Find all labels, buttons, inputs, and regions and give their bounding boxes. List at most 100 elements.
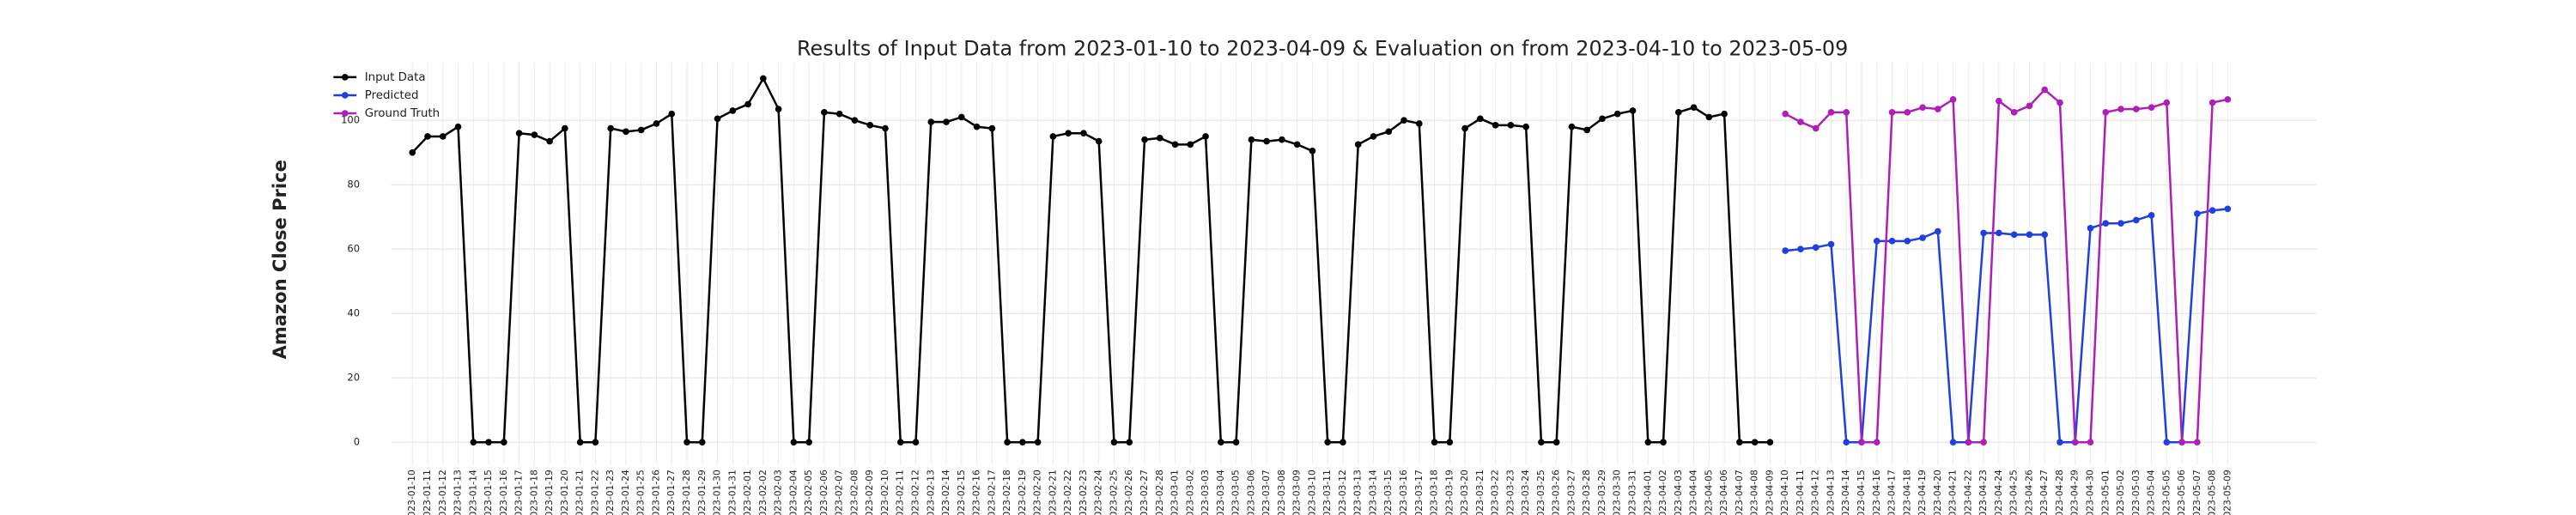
- data-point: [1156, 135, 1163, 142]
- x-tick-label: 2023-03-25: [1535, 470, 1546, 515]
- x-tick-label: 2023-02-09: [864, 470, 875, 515]
- data-point: [1996, 97, 2002, 105]
- data-point: [1996, 229, 2002, 237]
- x-tick-label: 2023-05-05: [2160, 470, 2172, 515]
- x-tick-label: 2023-04-08: [1749, 470, 1760, 515]
- x-tick-label: 2023-04-18: [1901, 470, 1912, 515]
- x-tick-label: 2023-04-27: [2038, 470, 2050, 515]
- y-tick-label: 80: [347, 179, 360, 191]
- data-point: [1949, 96, 1957, 103]
- legend-label: Predicted: [365, 89, 419, 102]
- data-point: [1232, 439, 1240, 446]
- data-point: [2026, 102, 2033, 110]
- x-tick-label: 2023-04-23: [1978, 470, 1989, 515]
- data-point: [1904, 109, 1911, 116]
- data-point: [2010, 109, 2018, 116]
- data-point: [1415, 120, 1423, 127]
- x-tick-label: 2023-04-28: [2054, 470, 2065, 515]
- data-point: [698, 439, 706, 446]
- y-tick-label: 100: [341, 114, 360, 126]
- data-point: [454, 123, 462, 130]
- x-tick-label: 2023-04-13: [1825, 470, 1836, 515]
- data-point: [2117, 220, 2124, 227]
- data-point: [912, 439, 920, 446]
- data-point: [775, 106, 782, 112]
- x-tick-label: 2023-03-27: [1565, 470, 1577, 515]
- data-point: [1919, 234, 1926, 241]
- x-tick-label: 2023-02-02: [757, 470, 769, 515]
- data-point: [1904, 238, 1911, 245]
- x-tick-label: 2023-04-21: [1947, 470, 1959, 515]
- data-point: [973, 123, 981, 130]
- x-tick-label: 2023-05-06: [2176, 470, 2187, 515]
- x-tick-label: 2023-03-18: [1429, 470, 1440, 515]
- x-tick-label: 2023-03-14: [1367, 470, 1378, 515]
- data-point: [1034, 439, 1042, 446]
- data-point: [515, 130, 523, 137]
- data-point: [1873, 439, 1880, 446]
- x-tick-label: 2023-02-11: [895, 470, 906, 515]
- data-point: [1812, 244, 1820, 251]
- x-tick-label: 2023-03-12: [1337, 470, 1348, 515]
- x-tick-label: 2023-04-01: [1642, 470, 1653, 515]
- x-tick-label: 2023-02-07: [834, 470, 845, 515]
- data-point: [882, 124, 889, 132]
- data-point: [439, 133, 447, 140]
- x-tick-label: 2023-03-28: [1581, 470, 1592, 515]
- data-point: [562, 124, 568, 132]
- data-point: [1293, 141, 1301, 148]
- data-point: [2224, 205, 2232, 213]
- data-point: [424, 133, 431, 140]
- x-tick-label: 2023-01-13: [453, 470, 464, 515]
- data-point: [500, 439, 507, 446]
- x-tick-label: 2023-04-20: [1932, 470, 1943, 515]
- x-tick-label: 2023-04-14: [1840, 470, 1851, 515]
- data-point: [1095, 137, 1103, 145]
- data-point: [2057, 439, 2063, 446]
- data-point: [2010, 231, 2018, 239]
- x-tick-label: 2023-03-09: [1291, 470, 1303, 515]
- x-tick-label: 2023-02-26: [1123, 470, 1134, 515]
- x-tick-label: 2023-03-04: [1215, 470, 1226, 515]
- x-tick-label: 2023-01-31: [726, 470, 738, 515]
- x-tick-label: 2023-01-11: [422, 470, 433, 515]
- x-tick-label: 2023-03-17: [1413, 470, 1425, 515]
- x-tick-label: 2023-01-15: [483, 470, 494, 515]
- x-tick-label: 2023-05-07: [2191, 470, 2202, 515]
- data-point: [2132, 216, 2140, 224]
- y-axis-label: Amazon Close Price: [269, 160, 290, 359]
- data-point: [1690, 104, 1698, 112]
- x-tick-label: 2023-02-12: [910, 470, 921, 515]
- data-point: [988, 124, 996, 132]
- x-tick-label: 2023-04-17: [1886, 470, 1898, 515]
- legend-marker: [341, 74, 349, 81]
- x-tick-label: 2023-01-24: [620, 470, 631, 515]
- x-tick-label: 2023-02-03: [773, 470, 784, 515]
- data-point: [1477, 115, 1484, 123]
- data-point: [1782, 110, 1789, 118]
- data-point: [1919, 104, 1926, 112]
- x-tick-label: 2023-03-19: [1443, 470, 1455, 515]
- x-tick-label: 2023-01-25: [635, 470, 647, 515]
- x-tick-label: 2023-01-20: [559, 470, 570, 515]
- x-tick-label: 2023-02-19: [1017, 470, 1028, 515]
- data-point: [1888, 109, 1896, 116]
- data-point: [2041, 231, 2049, 239]
- x-tick-label: 2023-02-27: [1139, 470, 1150, 515]
- data-point: [546, 137, 553, 145]
- x-tick-label: 2023-04-15: [1856, 470, 1867, 515]
- data-point: [1827, 240, 1835, 248]
- data-point: [821, 109, 828, 116]
- x-tick-label: 2023-02-17: [986, 470, 997, 515]
- data-point: [1218, 439, 1224, 446]
- x-tick-label: 2023-05-01: [2099, 470, 2111, 515]
- chart-title: Results of Input Data from 2023-01-10 to…: [797, 36, 1848, 60]
- data-point: [1980, 229, 1987, 237]
- x-tick-label: 2023-03-23: [1504, 470, 1516, 515]
- data-point: [623, 128, 629, 136]
- data-point: [1843, 439, 1850, 446]
- data-point: [1522, 123, 1529, 130]
- data-point: [592, 439, 599, 446]
- x-tick-label: 2023-04-19: [1917, 470, 1928, 515]
